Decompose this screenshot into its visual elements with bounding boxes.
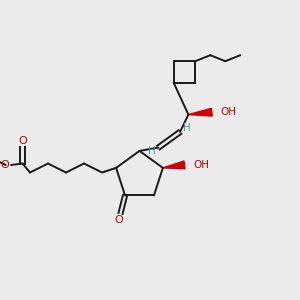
Text: O: O	[19, 136, 28, 146]
Text: O: O	[1, 160, 10, 170]
Text: H: H	[183, 123, 190, 134]
Text: O: O	[115, 215, 123, 225]
Text: OH: OH	[220, 107, 236, 117]
Text: H: H	[148, 146, 156, 156]
Polygon shape	[188, 108, 212, 116]
Polygon shape	[163, 161, 185, 169]
Text: OH: OH	[193, 160, 209, 170]
